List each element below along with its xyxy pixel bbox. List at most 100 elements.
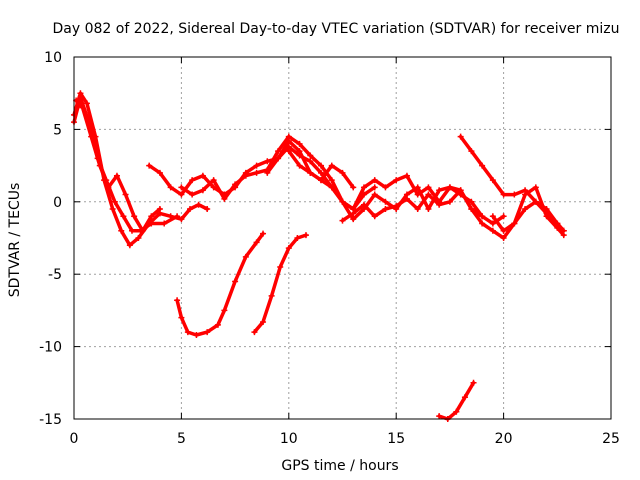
data-point [96, 162, 103, 169]
data-point [148, 213, 155, 220]
data-point [111, 198, 118, 205]
data-point [184, 329, 191, 336]
data-point [277, 263, 284, 270]
data-point [479, 162, 486, 169]
series-track-12 [251, 232, 309, 336]
data-point [532, 184, 539, 191]
data-point [88, 133, 95, 140]
data-point [260, 318, 267, 325]
y-tick-label: -5 [48, 267, 62, 283]
y-tick-label: -15 [39, 412, 62, 428]
data-point [146, 162, 153, 169]
data-point [522, 206, 529, 213]
data-point [128, 227, 135, 234]
data-point [210, 184, 217, 191]
data-point [178, 216, 185, 223]
data-point [371, 213, 378, 220]
data-point [382, 206, 389, 213]
data-point [148, 220, 155, 227]
data-point [328, 177, 335, 184]
data-point [371, 184, 378, 191]
data-point [253, 239, 260, 246]
data-point [105, 184, 112, 191]
y-tick-label: 0 [53, 195, 62, 211]
data-point [500, 235, 507, 241]
data-point [489, 220, 496, 227]
data-point [446, 184, 453, 191]
series-track-5 [178, 133, 378, 213]
data-point [83, 100, 90, 107]
x-tick-label: 0 [70, 431, 79, 447]
data-point [318, 169, 325, 176]
data-point [339, 169, 346, 176]
data-point [393, 177, 400, 184]
chart-title: Day 082 of 2022, Sidereal Day-to-day VTE… [53, 21, 620, 37]
data-point [307, 158, 314, 165]
data-point [350, 210, 357, 217]
data-point [126, 242, 133, 249]
y-tick-label: 10 [44, 50, 62, 66]
data-point [161, 220, 168, 227]
data-point [457, 187, 464, 194]
x-axis-label: GPS time / hours [281, 458, 398, 474]
data-point [339, 198, 346, 205]
data-point [285, 133, 292, 140]
data-point [268, 292, 275, 299]
data-point [425, 191, 432, 198]
axis-ticks: 0 5 10 15 20 25 -15 -10 -5 0 5 10 [39, 50, 620, 447]
x-tick-label: 5 [177, 431, 186, 447]
data-point [457, 133, 464, 140]
data-point [186, 206, 193, 213]
data-point [403, 172, 410, 179]
data-point [328, 162, 335, 169]
data-point [468, 148, 475, 155]
y-tick-label: 5 [53, 122, 62, 138]
data-point [189, 177, 196, 184]
series-line [340, 185, 566, 240]
data-point [302, 232, 309, 239]
data-point [425, 206, 432, 213]
data-point [296, 162, 303, 169]
series-line [179, 134, 377, 211]
data-point [382, 184, 389, 191]
data-point [489, 213, 496, 220]
plot-frame [73, 56, 612, 420]
series-track-10 [489, 198, 567, 234]
data-point [339, 217, 346, 224]
data-point [436, 201, 443, 208]
series-track-3 [73, 97, 163, 234]
data-point [195, 201, 202, 208]
data-point [264, 169, 271, 176]
series-track-13 [436, 379, 477, 422]
data-point [560, 227, 567, 234]
data-point [393, 203, 400, 210]
data-point [139, 227, 146, 234]
data-point [253, 169, 260, 176]
series-track-7 [285, 148, 486, 223]
data-point [285, 245, 292, 252]
data-point [453, 408, 460, 415]
data-point [178, 184, 185, 191]
data-point [210, 177, 217, 184]
data-point [167, 184, 174, 191]
data-point [178, 314, 185, 321]
data-point [204, 206, 211, 213]
data-point [296, 152, 303, 159]
data-point [350, 216, 357, 223]
data-point [275, 148, 282, 155]
data-point [113, 172, 120, 179]
data-point [242, 172, 249, 179]
data-point [221, 195, 228, 202]
data-point [285, 148, 292, 155]
data-point [204, 329, 211, 336]
data-point [446, 198, 453, 205]
data-point [275, 155, 282, 162]
data-point [543, 206, 550, 213]
series-line [491, 200, 566, 233]
data-point [403, 195, 410, 202]
y-tick-label: -10 [39, 340, 62, 356]
data-point [260, 230, 267, 237]
x-tick-label: 15 [387, 431, 405, 447]
data-point [109, 206, 116, 213]
